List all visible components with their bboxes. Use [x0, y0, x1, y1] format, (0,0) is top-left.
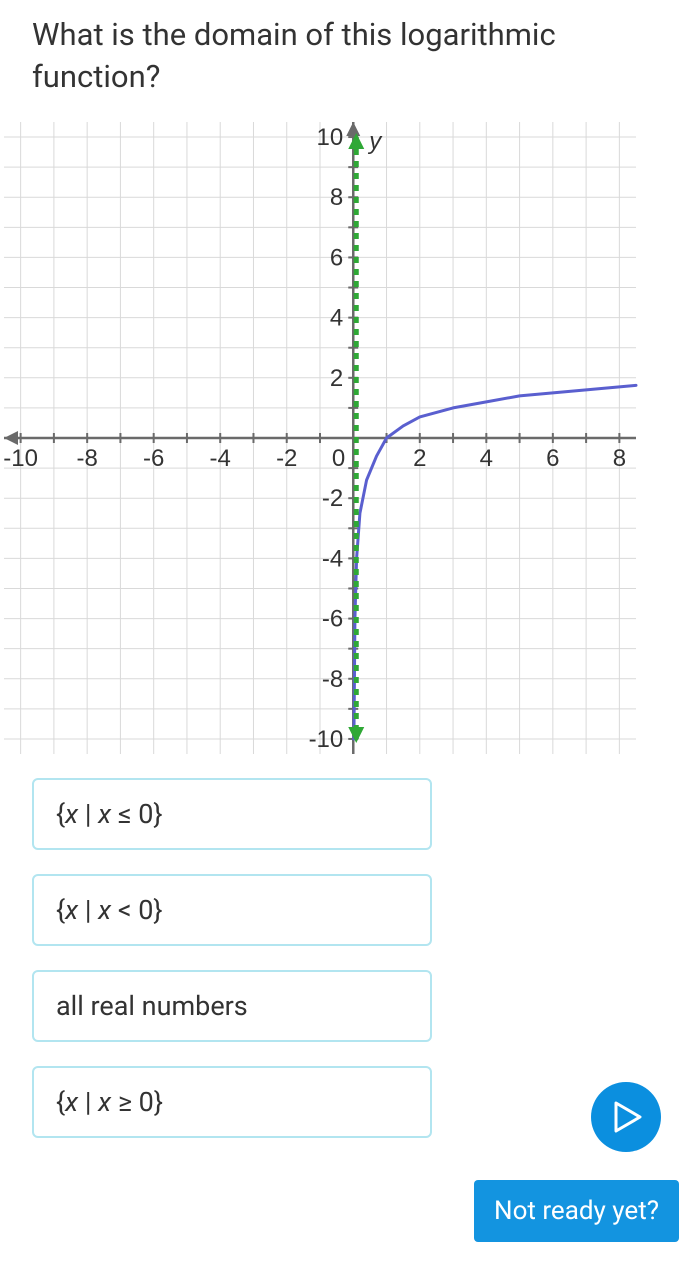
svg-text:-2: -2 — [322, 485, 343, 512]
svg-text:-8: -8 — [322, 665, 343, 692]
chart-container: -10 -8 -6 -4 -2 0 2 4 6 8 10 8 6 4 2 -2 -4 -6 -8 -10 y — [0, 118, 640, 758]
svg-text:-4: -4 — [322, 545, 343, 572]
answer-option-3[interactable]: all real numbers — [32, 970, 432, 1042]
play-icon — [614, 1101, 642, 1133]
svg-text:-10: -10 — [3, 445, 38, 472]
svg-text:4: 4 — [480, 445, 493, 472]
answer-option-1[interactable]: {x | x ≤ 0} — [32, 778, 432, 850]
log-function-chart: -10 -8 -6 -4 -2 0 2 4 6 8 10 8 6 4 2 -2 -4 -6 -8 -10 y — [0, 118, 640, 758]
answer-option-2[interactable]: {x | x < 0} — [32, 874, 432, 946]
svg-text:8: 8 — [330, 184, 343, 211]
svg-text:y: y — [367, 128, 383, 155]
svg-text:10: 10 — [317, 124, 344, 151]
svg-text:8: 8 — [613, 445, 626, 472]
play-button[interactable] — [591, 1082, 661, 1152]
svg-text:-6: -6 — [143, 445, 164, 472]
svg-text:6: 6 — [330, 244, 343, 271]
svg-text:-2: -2 — [276, 445, 297, 472]
svg-text:-6: -6 — [322, 605, 343, 632]
svg-text:0: 0 — [332, 445, 345, 472]
not-ready-button[interactable]: Not ready yet? — [474, 1180, 679, 1242]
answer-option-4[interactable]: {x | x ≥ 0} — [32, 1066, 432, 1138]
answer-list: {x | x ≤ 0} {x | x < 0} all real numbers… — [0, 758, 691, 1138]
question-text: What is the domain of this logarithmic f… — [0, 0, 691, 108]
svg-text:-10: -10 — [309, 726, 344, 753]
svg-text:6: 6 — [546, 445, 559, 472]
svg-text:-4: -4 — [210, 445, 231, 472]
svg-text:2: 2 — [330, 364, 343, 391]
svg-text:2: 2 — [413, 445, 426, 472]
svg-text:4: 4 — [330, 304, 343, 331]
svg-text:-8: -8 — [76, 445, 97, 472]
